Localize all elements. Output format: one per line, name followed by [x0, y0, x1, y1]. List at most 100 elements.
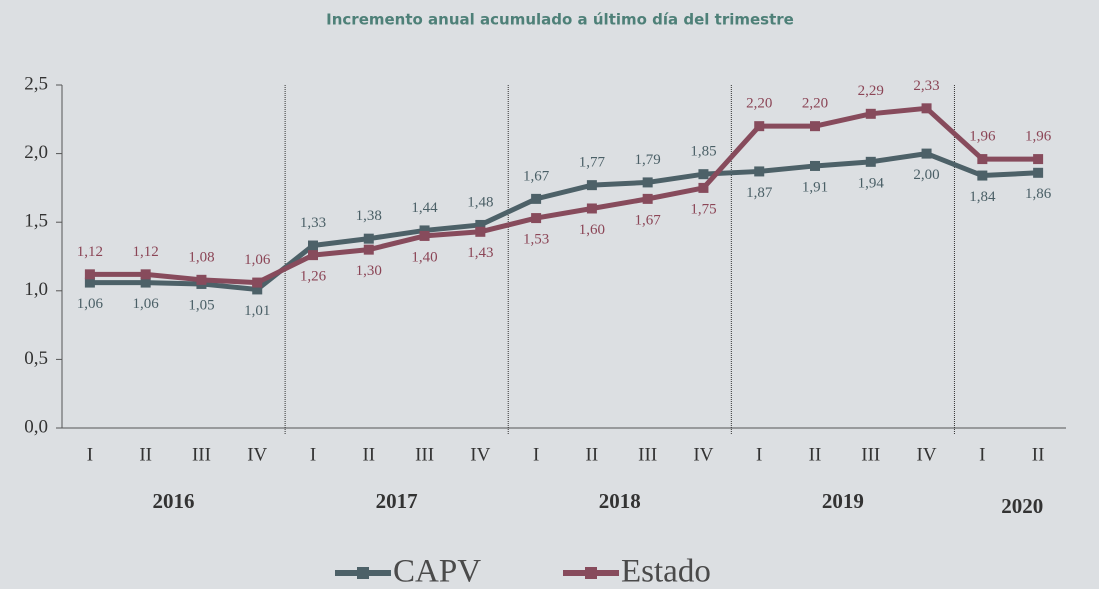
- value-label: 1,06: [244, 252, 271, 268]
- x-tick-label: I: [310, 444, 316, 465]
- value-label: 1,26: [300, 269, 327, 285]
- value-label: 1,96: [1025, 129, 1052, 145]
- value-label: 1,40: [411, 249, 437, 265]
- chart-title: Incremento anual acumulado a último día …: [326, 11, 794, 29]
- value-label: 1,33: [300, 215, 326, 231]
- value-label: 1,53: [523, 232, 549, 248]
- value-label: 1,43: [467, 245, 493, 261]
- point-marker: [419, 230, 430, 241]
- point-marker: [977, 154, 988, 165]
- point-marker: [308, 250, 318, 261]
- value-label: 1,08: [188, 249, 214, 265]
- point-marker: [84, 269, 95, 280]
- series-line: [89, 105, 1039, 286]
- value-label: 1,05: [188, 297, 214, 313]
- value-label: 1,12: [77, 244, 103, 260]
- point-marker: [810, 160, 820, 171]
- year-label: 2020: [1001, 494, 1043, 518]
- point-marker: [531, 213, 542, 224]
- point-marker: [810, 121, 820, 132]
- x-tick-label: II: [362, 444, 375, 465]
- value-label: 1,86: [1025, 186, 1052, 202]
- value-label: 1,06: [133, 296, 160, 312]
- point-marker: [865, 156, 876, 167]
- y-tick-label: 2,5: [24, 73, 48, 94]
- year-label: 2018: [599, 489, 641, 513]
- point-marker: [363, 244, 374, 255]
- point-marker: [921, 148, 932, 159]
- value-label: 1,48: [467, 194, 493, 210]
- point-marker: [921, 103, 932, 114]
- x-tick-label: III: [192, 444, 211, 465]
- point-marker: [1033, 154, 1044, 165]
- y-tick-label: 1,5: [24, 211, 48, 232]
- year-label: 2019: [822, 489, 864, 513]
- x-tick-label: I: [533, 444, 539, 465]
- point-marker: [642, 193, 653, 204]
- value-label: 1,96: [969, 129, 996, 145]
- legend-marker: [357, 567, 369, 579]
- x-tick-label: IV: [693, 444, 713, 465]
- value-label: 2,00: [913, 167, 939, 183]
- point-marker: [475, 219, 486, 230]
- x-tick-label: II: [1032, 444, 1045, 465]
- y-tick-label: 0,5: [24, 348, 48, 369]
- point-marker: [252, 277, 263, 288]
- point-marker: [252, 284, 263, 295]
- x-tick-label: III: [861, 444, 880, 465]
- value-label: 2,20: [746, 96, 772, 112]
- value-label: 1,91: [802, 179, 828, 195]
- value-label: 1,94: [858, 175, 885, 191]
- point-marker: [977, 170, 988, 181]
- y-tick-label: 0,0: [24, 416, 48, 437]
- value-label: 1,38: [356, 208, 382, 224]
- value-label: 1,75: [690, 201, 716, 217]
- legend-label: Estado: [621, 554, 711, 589]
- point-marker: [698, 182, 709, 193]
- value-label: 2,29: [858, 83, 884, 99]
- point-marker: [754, 121, 765, 132]
- x-tick-label: I: [979, 444, 985, 465]
- x-tick-label: IV: [247, 444, 267, 465]
- legend-label: CAPV: [393, 554, 481, 589]
- series-line: [89, 151, 1039, 292]
- point-marker: [419, 225, 430, 236]
- value-label: 1,67: [635, 212, 662, 228]
- y-tick-label: 1,0: [24, 279, 48, 300]
- value-label: 1,44: [411, 200, 438, 216]
- point-marker: [586, 203, 597, 214]
- x-tick-label: II: [139, 444, 152, 465]
- x-tick-label: IV: [470, 444, 490, 465]
- point-marker: [475, 226, 486, 237]
- x-tick-label: II: [809, 444, 822, 465]
- x-tick-label: I: [756, 444, 762, 465]
- value-label: 1,77: [579, 155, 606, 171]
- value-label: 1,01: [244, 303, 270, 319]
- point-marker: [196, 274, 207, 285]
- point-marker: [865, 108, 876, 119]
- value-label: 1,06: [77, 296, 104, 312]
- x-tick-label: III: [415, 444, 434, 465]
- value-label: 1,79: [635, 152, 661, 168]
- point-marker: [84, 277, 95, 288]
- point-marker: [140, 277, 151, 288]
- x-tick-label: I: [87, 444, 93, 465]
- value-label: 1,12: [133, 244, 159, 260]
- value-label: 2,20: [802, 96, 828, 112]
- value-label: 1,30: [356, 263, 382, 279]
- x-tick-label: II: [586, 444, 599, 465]
- x-tick-label: III: [638, 444, 657, 465]
- value-label: 1,60: [579, 222, 605, 238]
- value-label: 1,67: [523, 168, 550, 184]
- value-label: 1,85: [690, 144, 716, 160]
- x-tick-label: IV: [917, 444, 937, 465]
- point-marker: [308, 240, 318, 251]
- point-marker: [140, 269, 151, 280]
- legend-marker: [585, 567, 597, 579]
- point-marker: [642, 177, 653, 188]
- y-tick-label: 2,0: [24, 142, 48, 163]
- point-marker: [1033, 167, 1044, 178]
- value-label: 2,33: [913, 78, 939, 94]
- value-label: 1,87: [746, 185, 773, 201]
